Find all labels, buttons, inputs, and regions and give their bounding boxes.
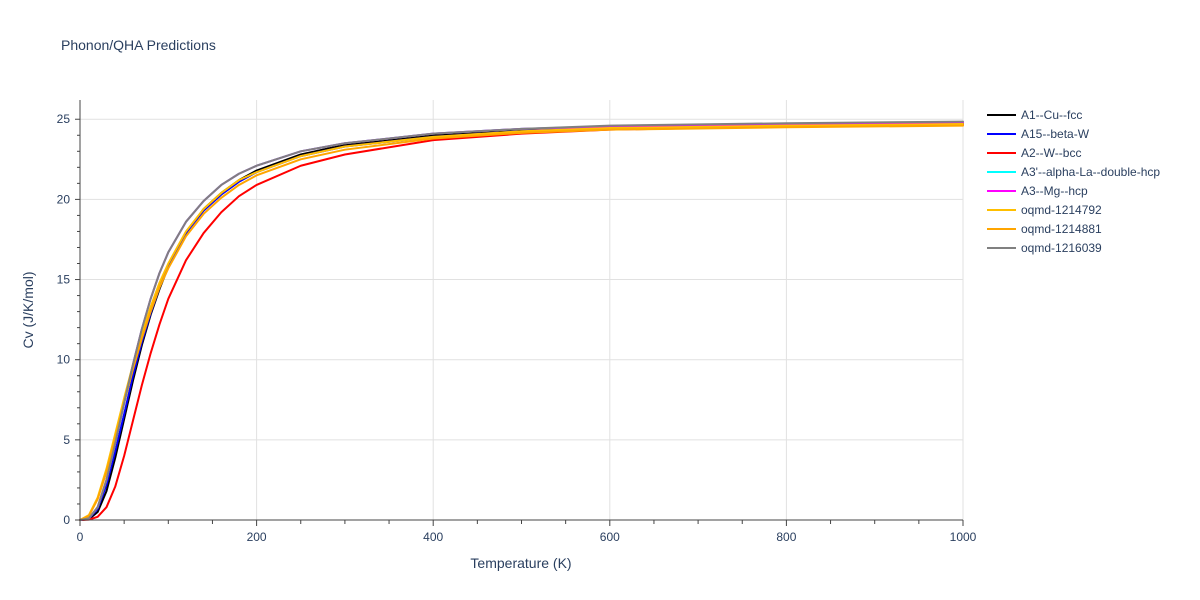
x-tick-label: 0 xyxy=(77,530,84,544)
y-tick-label: 25 xyxy=(57,112,71,126)
legend-label: A3'--alpha-La--double-hcp xyxy=(1021,165,1160,179)
legend-item-7[interactable]: oqmd-1216039 xyxy=(987,241,1102,255)
x-tick-label: 600 xyxy=(600,530,620,544)
x-tick-label: 400 xyxy=(423,530,443,544)
series-line-5[interactable] xyxy=(79,123,964,521)
y-tick-label: 15 xyxy=(57,273,71,287)
legend-label: A1--Cu--fcc xyxy=(1021,108,1082,122)
grid xyxy=(80,100,964,520)
legend-item-6[interactable]: oqmd-1214881 xyxy=(987,222,1102,236)
x-axis-title: Temperature (K) xyxy=(470,555,571,571)
series-line-7[interactable] xyxy=(79,120,964,521)
series-line-3[interactable] xyxy=(79,121,964,521)
series-layer xyxy=(79,120,964,521)
y-tick-label: 20 xyxy=(57,192,71,206)
legend-item-1[interactable]: A15--beta-W xyxy=(987,127,1090,141)
series-line-1[interactable] xyxy=(79,123,964,521)
legend-label: A15--beta-W xyxy=(1021,127,1090,141)
series-line-4[interactable] xyxy=(79,121,964,521)
legend-label: oqmd-1214881 xyxy=(1021,222,1102,236)
x-tick-label: 1000 xyxy=(950,530,977,544)
legend-label: oqmd-1216039 xyxy=(1021,241,1102,255)
legend-label: A2--W--bcc xyxy=(1021,146,1081,160)
legend[interactable]: A1--Cu--fcc A15--beta-W A2--W--bcc A3'--alp… xyxy=(987,108,1160,255)
legend-item-5[interactable]: oqmd-1214792 xyxy=(987,203,1102,217)
axes: 0 200 400 600 800 1000 0 5 10 15 20 25 xyxy=(57,100,977,544)
y-tick-label: 10 xyxy=(57,353,71,367)
x-tick-label: 800 xyxy=(776,530,796,544)
y-tick-label: 5 xyxy=(63,433,70,447)
y-axis-title: Cv (J/K/mol) xyxy=(20,272,36,349)
legend-item-3[interactable]: A3'--alpha-La--double-hcp xyxy=(987,165,1160,179)
series-line-6[interactable] xyxy=(79,124,964,521)
series-line-0[interactable] xyxy=(79,122,964,521)
legend-label: A3--Mg--hcp xyxy=(1021,184,1088,198)
legend-label: oqmd-1214792 xyxy=(1021,203,1102,217)
legend-item-4[interactable]: A3--Mg--hcp xyxy=(987,184,1088,198)
x-tick-label: 200 xyxy=(247,530,267,544)
y-tick-label: 0 xyxy=(63,513,70,527)
series-line-2[interactable] xyxy=(79,123,964,521)
chart-title: Phonon/QHA Predictions xyxy=(61,37,216,53)
legend-item-2[interactable]: A2--W--bcc xyxy=(987,146,1081,160)
legend-item-0[interactable]: A1--Cu--fcc xyxy=(987,108,1082,122)
